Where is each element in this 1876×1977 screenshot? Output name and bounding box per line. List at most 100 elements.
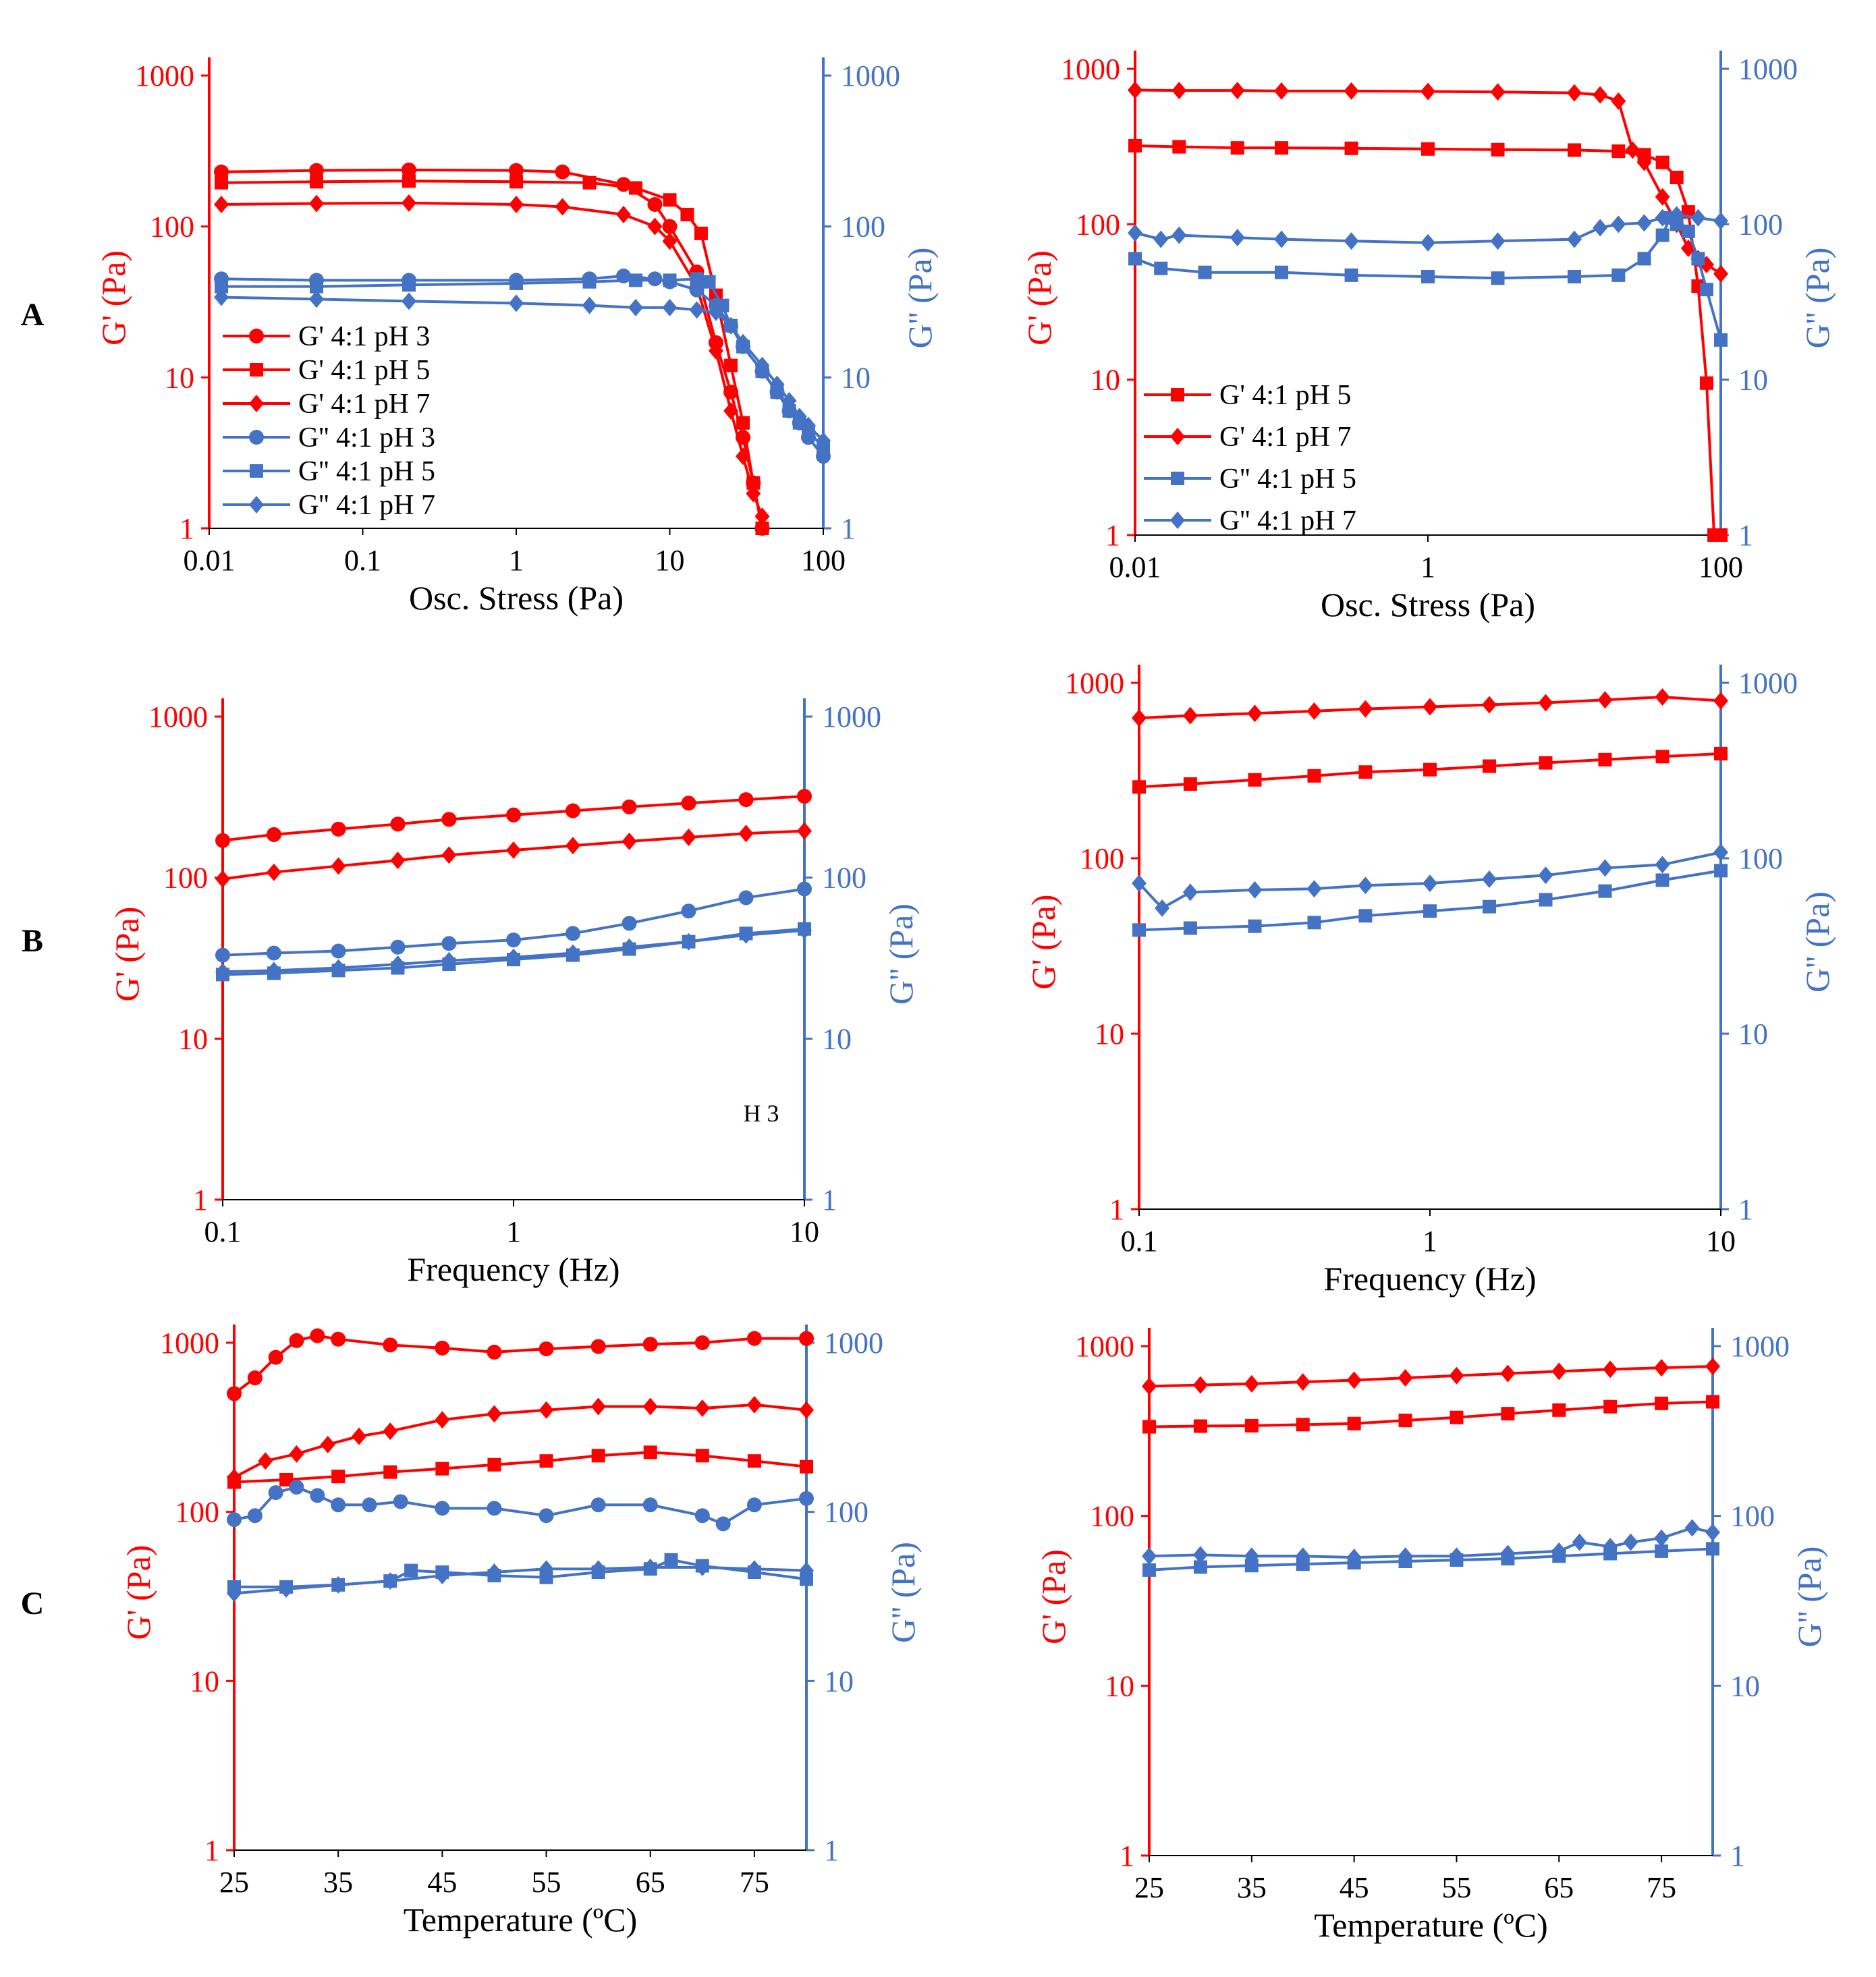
- data-point: [1655, 208, 1670, 227]
- data-point: [1705, 1524, 1720, 1542]
- right-y-axis-title: G'' (Pa): [901, 248, 939, 349]
- data-point: [689, 282, 705, 298]
- data-point: [555, 198, 570, 216]
- x-tick-label: 1: [1420, 551, 1435, 584]
- right-y-tick-label: 1000: [822, 700, 881, 733]
- data-point: [736, 447, 751, 466]
- data-point: [441, 812, 457, 827]
- data-point: [1714, 746, 1728, 760]
- series-line: [221, 201, 764, 518]
- data-point: [1603, 1399, 1618, 1414]
- x-tick-label: 10: [790, 1215, 819, 1248]
- data-point: [1244, 1547, 1259, 1565]
- legend-item: G' 4:1 pH 5: [223, 355, 430, 386]
- data-point: [1705, 1357, 1720, 1375]
- right-y-tick-label: 1: [1738, 1193, 1753, 1226]
- data-point: [214, 195, 229, 213]
- data-point: [1183, 777, 1197, 791]
- data-point: [1344, 82, 1359, 100]
- data-point: [1142, 1377, 1157, 1395]
- x-tick-label: 100: [1699, 551, 1743, 584]
- data-point: [1346, 1549, 1362, 1567]
- data-point: [800, 416, 816, 435]
- data-point: [1568, 270, 1581, 284]
- data-point: [1713, 692, 1728, 710]
- series-g-4-1-ph-3: [227, 1480, 814, 1532]
- right-y-axis-title: G'' (Pa): [1790, 1547, 1828, 1648]
- left-y-tick-label: 1000: [1075, 1330, 1134, 1363]
- data-point: [215, 870, 230, 888]
- data-point: [738, 926, 754, 944]
- data-point: [1230, 82, 1245, 100]
- chart-panel-a-left: 1 1 10 10 100 100 1000 1000 0.01 0.1 1 10 100 Osc. St…: [94, 57, 939, 617]
- data-point: [622, 916, 637, 931]
- data-point: [1500, 1364, 1516, 1383]
- data-point: [1713, 264, 1728, 283]
- legend-marker: [250, 363, 263, 377]
- data-point: [1611, 92, 1626, 110]
- data-point: [555, 164, 570, 179]
- data-point: [690, 272, 704, 286]
- legend-label: G'' 4:1 pH 3: [298, 422, 435, 453]
- series-line: [1149, 1364, 1713, 1388]
- data-point: [1128, 81, 1142, 99]
- data-point: [268, 1349, 283, 1365]
- data-point: [266, 827, 281, 842]
- data-point: [279, 1580, 294, 1598]
- data-point: [331, 857, 346, 875]
- data-point: [441, 846, 457, 864]
- legend-label: G' 4:1 pH 5: [1219, 380, 1351, 411]
- right-y-tick-label: 10: [824, 1665, 854, 1698]
- data-point: [1655, 856, 1670, 874]
- data-point: [1611, 144, 1626, 159]
- data-point: [1344, 268, 1358, 282]
- data-point: [1572, 1533, 1587, 1551]
- legend-item: G'' 4:1 pH 5: [223, 456, 435, 487]
- data-point: [1132, 923, 1146, 937]
- data-point: [1699, 376, 1713, 390]
- data-point: [694, 1508, 710, 1524]
- x-axis-title: Temperature (ºC): [404, 1901, 638, 1939]
- series-g-4-1-ph-3: [215, 881, 812, 963]
- x-tick-label: 0.01: [1109, 551, 1161, 584]
- data-point: [738, 890, 754, 906]
- data-point: [435, 1340, 450, 1356]
- data-point: [1295, 1373, 1311, 1391]
- x-tick-label: 10: [1706, 1225, 1736, 1258]
- row-label-c: C: [21, 1586, 45, 1621]
- data-point: [1598, 884, 1612, 898]
- data-point: [1714, 333, 1728, 347]
- data-point: [1655, 688, 1670, 706]
- data-point: [1636, 214, 1652, 232]
- data-point: [694, 1399, 710, 1418]
- data-point: [1593, 219, 1608, 237]
- right-y-axis-title: G'' (Pa): [1798, 248, 1836, 349]
- data-point: [746, 1497, 762, 1513]
- legend-marker: [1170, 428, 1185, 445]
- right-y-tick-label: 1000: [1738, 667, 1798, 700]
- data-point: [509, 175, 523, 189]
- data-point: [1501, 1407, 1515, 1421]
- legend: G' 4:1 pH 3G' 4:1 pH 5G' 4:1 pH 7G'' 4:1…: [223, 321, 435, 521]
- data-point: [1567, 230, 1582, 248]
- data-point: [1714, 864, 1728, 878]
- right-y-tick-label: 10: [1738, 1018, 1768, 1051]
- data-point: [214, 288, 229, 306]
- data-point: [1500, 1544, 1516, 1563]
- data-point: [509, 276, 523, 290]
- right-y-tick-label: 10: [822, 1022, 852, 1055]
- x-tick-label: 55: [532, 1866, 561, 1899]
- data-point: [1183, 921, 1197, 935]
- data-point: [1691, 252, 1705, 266]
- x-tick-label: 75: [1647, 1871, 1676, 1904]
- data-point: [309, 194, 325, 213]
- data-point: [1296, 1418, 1310, 1432]
- data-point: [747, 1454, 761, 1468]
- chart-panel-c-right: 1 1 10 10 100 100 1000 1000 25 35 45 55 65 75 Temperat…: [1034, 1328, 1828, 1944]
- right-y-tick-label: 100: [822, 862, 866, 895]
- data-point: [799, 1561, 814, 1580]
- row-labels: A B C: [21, 297, 45, 1621]
- data-point: [628, 298, 644, 316]
- data-point: [715, 1516, 731, 1532]
